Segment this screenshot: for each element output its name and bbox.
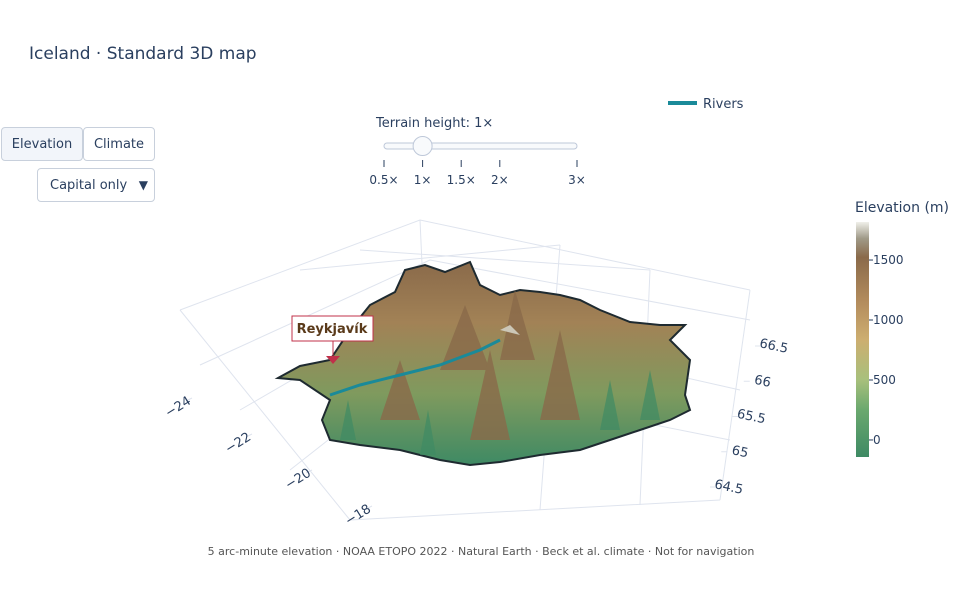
x-tick-label: −22	[223, 430, 254, 457]
title: Iceland · Standard 3D map	[29, 44, 257, 64]
slider-label: Terrain height: 1×	[375, 116, 493, 131]
slider-handle[interactable]	[412, 136, 433, 156]
dropdown-label: Capital only	[50, 177, 128, 193]
x-tick	[185, 397, 193, 402]
y-tick-label: 66	[753, 373, 772, 391]
footer: 5 arc-minute elevation · NOAA ETOPO 2022…	[208, 545, 755, 558]
x-tick-label: −24	[163, 394, 194, 421]
slider-tick-label: 1.5×	[447, 173, 476, 187]
x-tick-label: −18	[343, 502, 374, 529]
colorbar-tick-label: 500	[873, 373, 896, 387]
legend-label: Rivers	[703, 97, 744, 112]
terrain-spikes	[340, 370, 660, 455]
x-tick	[365, 505, 373, 510]
marker	[326, 356, 340, 364]
river	[329, 338, 501, 397]
x-tick	[245, 433, 253, 438]
x-tick	[305, 469, 313, 474]
y-tick-label: 65.5	[736, 407, 767, 428]
slider-tick-label: 3×	[568, 173, 586, 187]
colorbar-tick-label: 1500	[873, 253, 904, 267]
y-tick-label: 64.5	[713, 477, 744, 498]
slider-tick-label: 2×	[491, 173, 509, 187]
colorbar-tick-label: 0	[873, 433, 881, 447]
dropdown[interactable]: Capital only ▼	[37, 168, 155, 202]
slider-tick-label: 1×	[414, 173, 432, 187]
y-tick-label: 65	[730, 443, 749, 461]
annotation: Reykjavík	[297, 322, 368, 337]
colorbar	[856, 222, 869, 457]
colorbar-title: Elevation (m)	[855, 200, 949, 216]
dropdown-arrow: ▼	[138, 178, 148, 192]
y-tick-label: 66.5	[758, 336, 789, 357]
colorbar-tick-label: 1000	[873, 313, 904, 327]
annotation-box	[291, 315, 374, 342]
button[interactable]: Climate	[83, 127, 155, 161]
button[interactable]: Elevation	[1, 127, 83, 161]
slider-tick-label: 0.5×	[369, 173, 398, 187]
terrain-peaks	[380, 290, 580, 440]
